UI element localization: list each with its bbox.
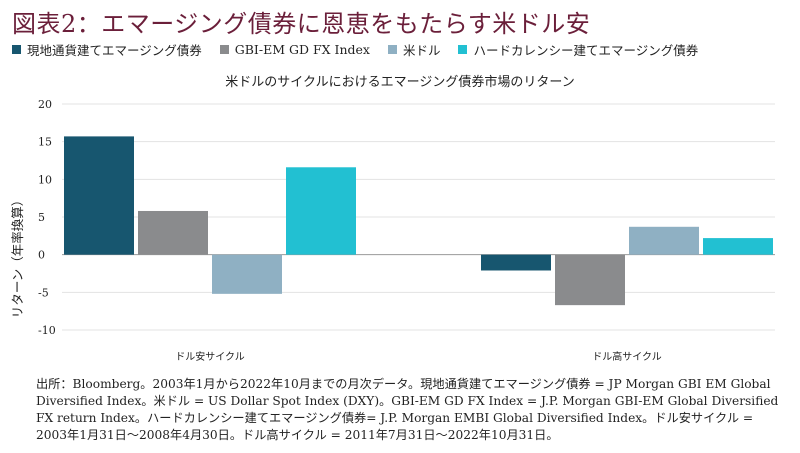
bar (629, 226, 699, 255)
y-tick-label: 20 (38, 98, 52, 111)
legend-item: ハードカレンシー建てエマージング債券 (458, 40, 698, 59)
legend-item: 現地通貨建てエマージング債券 (12, 40, 202, 59)
y-tick-label: 15 (38, 136, 52, 149)
y-tick-label: -10 (38, 324, 56, 337)
legend-item: GBI-EM GD FX Index (219, 40, 370, 59)
legend-swatch (12, 45, 21, 54)
legend-label: 現地通貨建てエマージング債券 (27, 43, 202, 58)
legend-swatch (458, 45, 468, 54)
legend-label: ハードカレンシー建てエマージング債券 (473, 43, 699, 58)
y-tick-label: 10 (38, 173, 52, 186)
legend-label: 米ドル (402, 43, 441, 58)
bar (64, 136, 134, 255)
legend: 現地通貨建てエマージング債券 GBI-EM GD FX Index 米ドル ハー… (12, 40, 698, 59)
chart: 米ドルのサイクルにおけるエマージング債券市場のリターン リターン（年率換算） 2… (0, 68, 800, 373)
legend-item: 米ドル (387, 40, 441, 59)
legend-label: GBI-EM GD FX Index (234, 42, 370, 57)
category-label: ドル安サイクル (175, 350, 245, 363)
bar (286, 167, 356, 255)
legend-swatch (387, 45, 397, 54)
chart-svg: 米ドルのサイクルにおけるエマージング債券市場のリターン リターン（年率換算） 2… (10, 74, 775, 363)
legend-swatch (219, 45, 229, 54)
axis-labels: 20 15 10 5 0 -5 -10 ドル安サイクル ドル高サイクル (38, 98, 662, 363)
footnote: 出所：Bloomberg。2003年1月から2022年10月までの月次データ。現… (36, 377, 779, 442)
y-axis-label: リターン（年率換算） (10, 194, 25, 318)
bar (212, 254, 282, 294)
category-label: ドル高サイクル (592, 350, 662, 363)
y-tick-label: -5 (38, 286, 49, 299)
chart-title: 米ドルのサイクルにおけるエマージング債券市場のリターン (225, 74, 574, 90)
y-tick-label: 0 (38, 249, 45, 262)
bar (555, 254, 625, 306)
page-title: 図表2：エマージング債券に恩恵をもたらす米ドル安 (12, 10, 591, 38)
bars (64, 136, 773, 306)
bar (703, 238, 773, 255)
bar (481, 254, 551, 271)
y-tick-label: 5 (38, 211, 45, 224)
bar (138, 210, 208, 255)
